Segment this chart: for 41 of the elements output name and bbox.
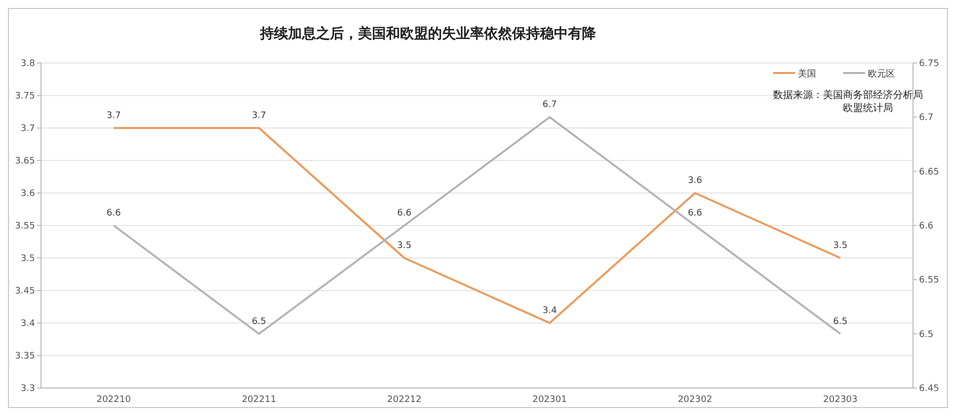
y-tick-label: 3.8: [20, 59, 36, 69]
x-tick-label: 202210: [96, 395, 132, 405]
y-tick-label: 3.45: [14, 286, 35, 296]
y2-tick-label: 6.6: [919, 222, 934, 232]
x-tick-label: 202302: [678, 395, 712, 405]
chart-title: 持续加息之后，美国和欧盟的失业率依然保持稳中有降: [259, 25, 597, 42]
legend-label: 欧元区: [868, 68, 895, 80]
y-tick-label: 3.3: [20, 384, 35, 394]
y2-tick-label: 6.5: [919, 330, 934, 340]
data-label: 6.6: [106, 208, 122, 218]
x-tick-label: 202301: [532, 395, 567, 405]
data-label: 3.4: [542, 306, 558, 316]
y-tick-label: 3.65: [14, 156, 35, 166]
data-label: 6.5: [252, 316, 266, 327]
data-label: 3.7: [252, 111, 266, 121]
y-tick-label: 3.4: [20, 319, 36, 329]
y2-tick-label: 6.45: [919, 384, 940, 394]
data-label: 6.7: [542, 100, 557, 110]
data-label: 3.5: [397, 241, 412, 251]
y-tick-label: 3.35: [14, 352, 35, 362]
legend-label: 美国: [798, 68, 816, 80]
y-tick-label: 3.7: [20, 124, 35, 134]
x-tick-label: 202212: [387, 395, 422, 405]
data-label: 6.5: [833, 316, 848, 327]
data-label: 6.6: [397, 208, 412, 218]
x-tick-label: 202211: [242, 395, 276, 405]
data-label: 6.6: [688, 208, 702, 218]
annotation: 数据来源：美国商务部经济分析局: [773, 89, 923, 101]
data-label: 3.6: [688, 176, 702, 186]
x-tick-label: 202303: [823, 395, 858, 405]
y2-tick-label: 6.7: [919, 113, 934, 124]
annotation: 欧盟统计局: [843, 102, 893, 114]
y2-tick-label: 6.75: [919, 59, 940, 69]
y-tick-label: 3.55: [14, 222, 35, 232]
y2-tick-label: 6.55: [919, 276, 940, 286]
y-tick-label: 3.5: [20, 254, 35, 264]
y2-tick-label: 6.65: [919, 167, 940, 178]
data-label: 3.5: [833, 241, 848, 251]
y-tick-label: 3.75: [14, 92, 35, 102]
data-label: 3.7: [106, 111, 121, 121]
y-tick-label: 3.6: [20, 189, 36, 199]
